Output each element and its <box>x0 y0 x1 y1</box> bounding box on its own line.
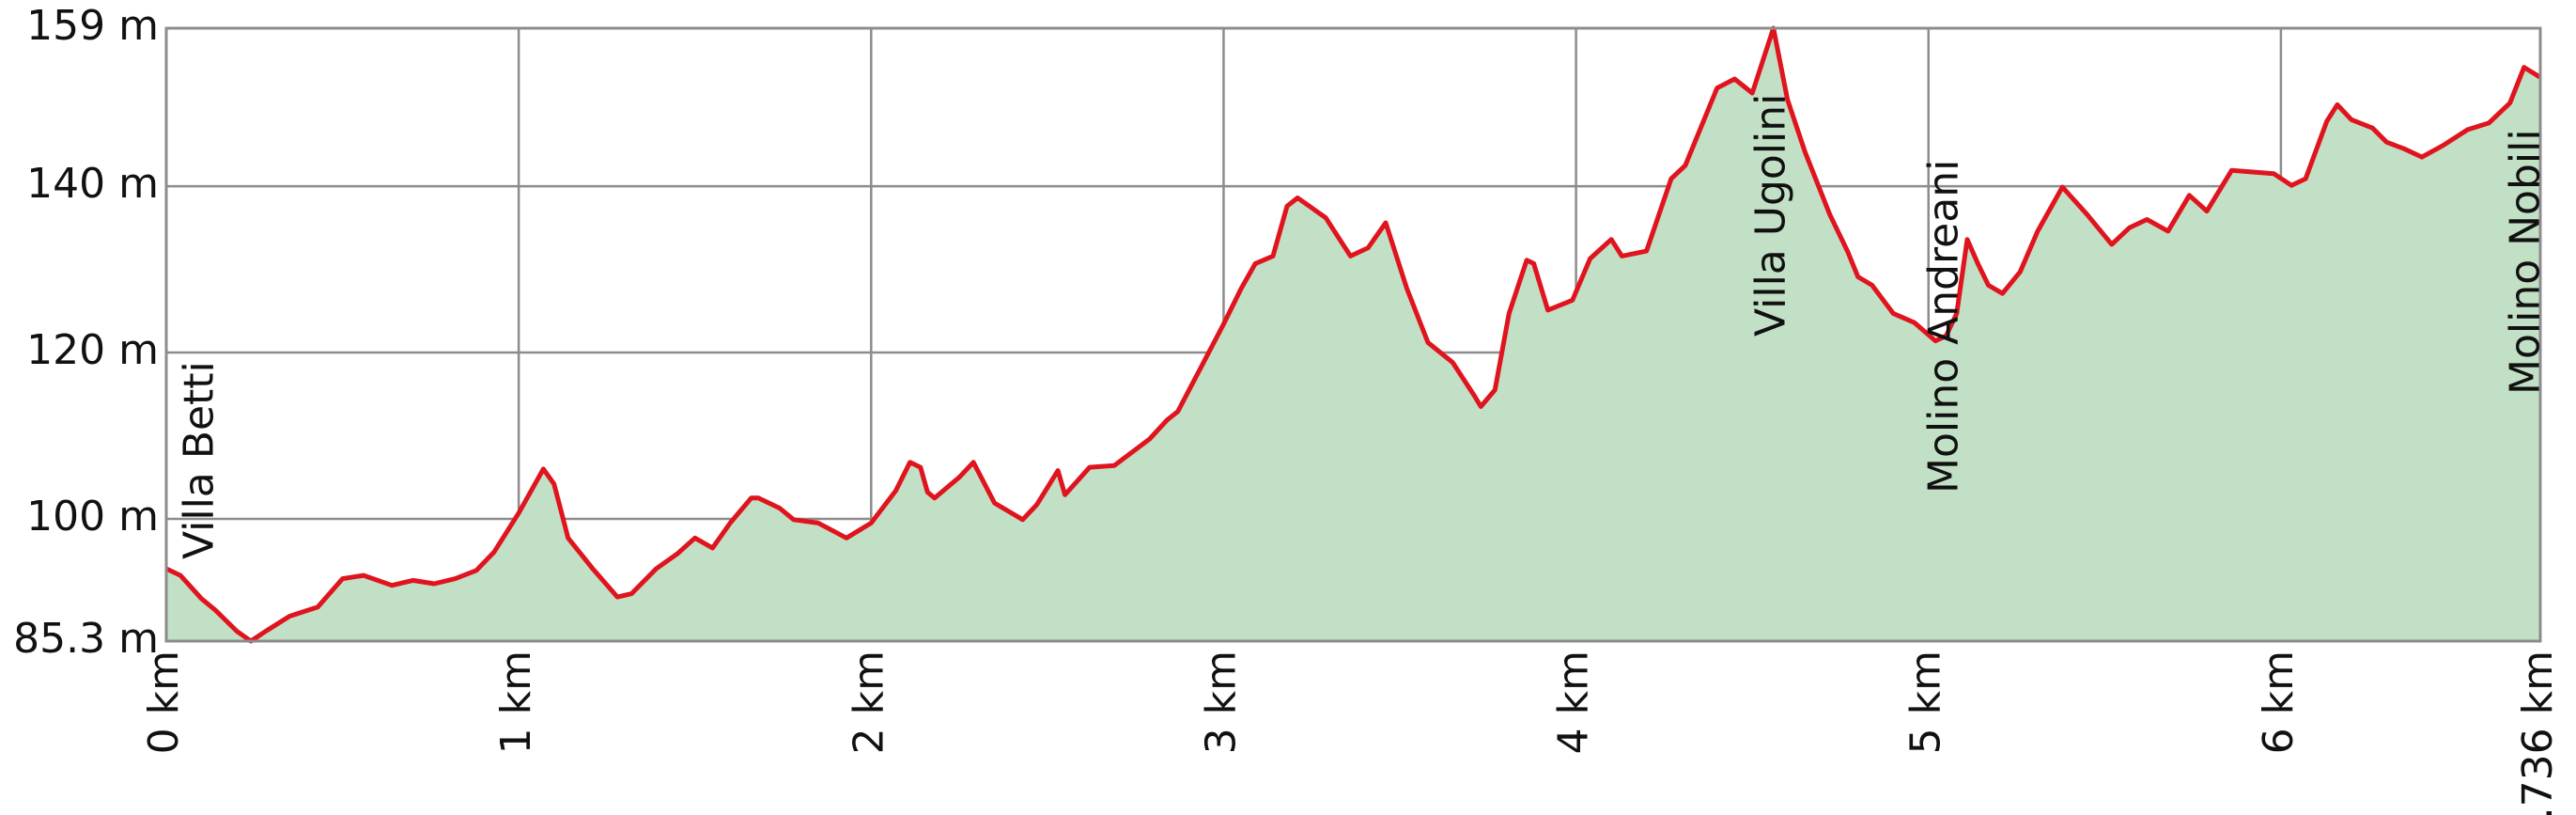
annotation: Villa Ugolini <box>1747 94 1795 337</box>
annotation: Molino Andreani <box>1919 160 1967 494</box>
x-tick-label: 6.736 km <box>2514 650 2562 815</box>
y-tick-label: 100 m <box>26 493 159 541</box>
marks <box>164 25 2542 644</box>
y-tick-label: 120 m <box>26 326 159 374</box>
plot-frame <box>164 26 2542 643</box>
x-tick-label: 3 km <box>1197 650 1245 754</box>
y-tick-label: 85.3 m <box>13 615 159 663</box>
annotation: Molino Nobili <box>2501 129 2549 395</box>
labels: 85.3 m 100 m 120 m 140 m 159 m 0 km 1 km 2 km 3 … <box>13 2 2562 815</box>
x-tick-label: 1 km <box>492 650 540 754</box>
x-tick-label: 0 km <box>140 650 188 754</box>
x-tick-label: 5 km <box>1902 650 1950 754</box>
x-tick-label: 6 km <box>2255 650 2303 754</box>
x-tick-label: 2 km <box>845 650 892 754</box>
x-tick-label: 4 km <box>1550 650 1598 754</box>
elevation-line <box>164 25 2542 644</box>
y-tick-label: 159 m <box>26 2 159 50</box>
annotation: Villa Betti <box>176 361 224 559</box>
area-fill <box>166 28 2540 641</box>
y-tick-label: 140 m <box>26 160 159 208</box>
